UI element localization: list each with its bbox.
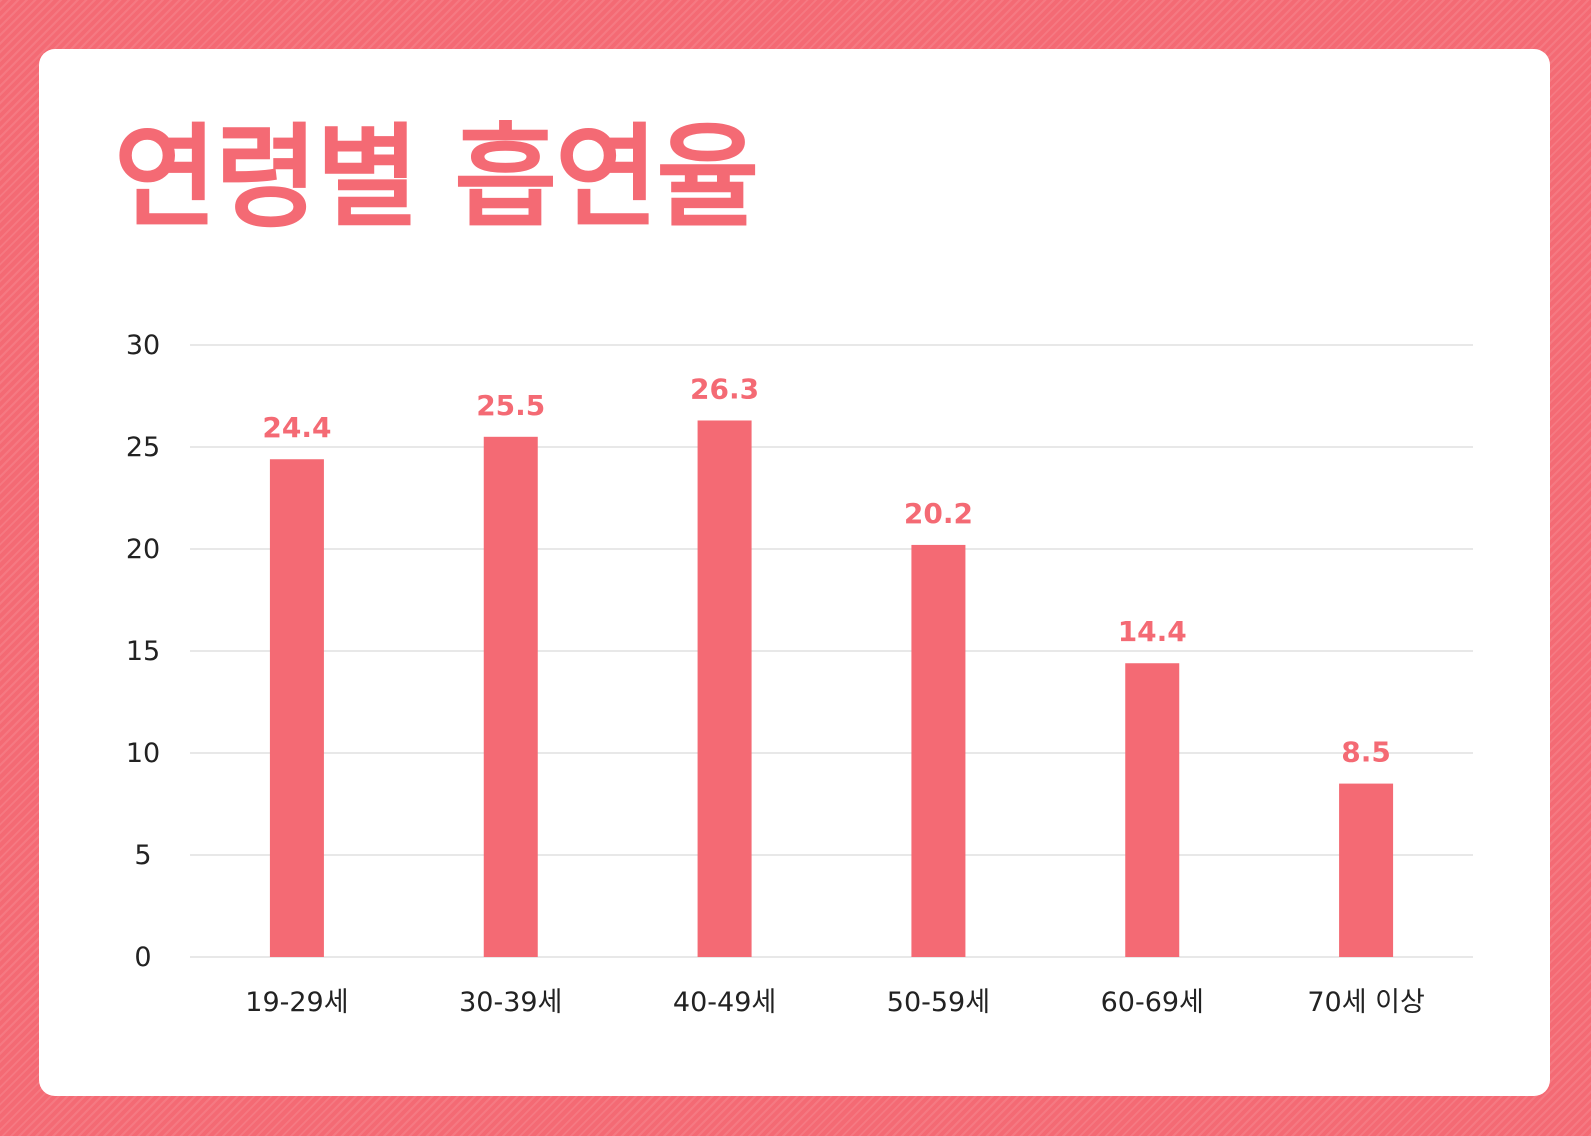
bar bbox=[483, 436, 538, 957]
data-label: 26.3 bbox=[690, 372, 759, 405]
x-tick-label: 19-29세 bbox=[245, 987, 348, 1018]
x-tick-label: 50-59세 bbox=[887, 987, 990, 1018]
x-tick-label: 40-49세 bbox=[673, 987, 776, 1018]
bar bbox=[269, 459, 324, 957]
y-tick-label: 15 bbox=[126, 636, 160, 667]
x-tick-label: 70세 이상 bbox=[1307, 987, 1424, 1018]
x-tick-label: 30-39세 bbox=[459, 987, 562, 1018]
bar bbox=[1125, 663, 1180, 957]
bar bbox=[697, 420, 752, 958]
bar bbox=[911, 544, 966, 957]
data-label: 8.5 bbox=[1341, 736, 1391, 769]
data-label: 24.4 bbox=[262, 411, 331, 444]
y-tick-label: 5 bbox=[134, 840, 151, 871]
bar bbox=[1339, 783, 1394, 957]
data-label: 25.5 bbox=[476, 389, 545, 422]
x-tick-label: 60-69세 bbox=[1101, 987, 1204, 1018]
chart-title: 연령별 흡연율 bbox=[114, 113, 759, 243]
y-tick-label: 25 bbox=[126, 432, 160, 463]
data-label: 14.4 bbox=[1118, 615, 1187, 648]
y-tick-label: 20 bbox=[126, 534, 160, 565]
data-label: 20.2 bbox=[904, 497, 973, 530]
y-tick-label: 10 bbox=[126, 738, 160, 769]
y-tick-label: 0 bbox=[134, 942, 151, 973]
y-tick-label: 30 bbox=[126, 330, 160, 361]
